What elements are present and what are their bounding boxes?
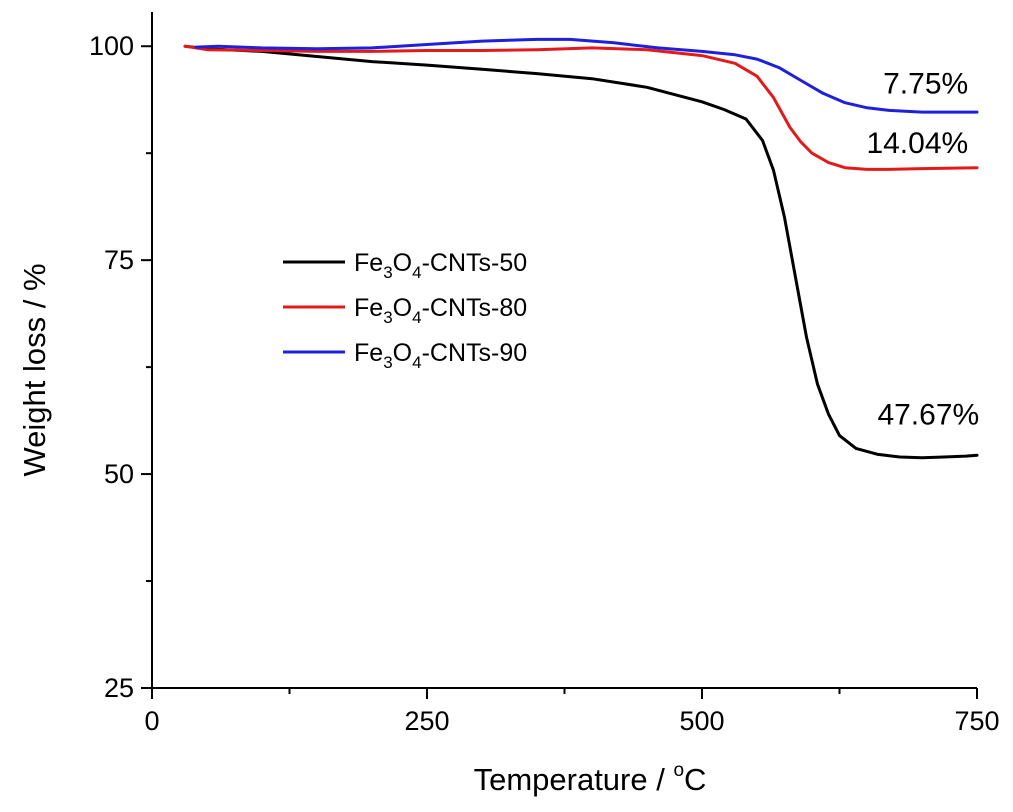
x-axis-title-degree: o (673, 760, 684, 781)
x-axis-title: Temperature / oC (474, 760, 707, 797)
axes: 0 250 500 750 25 50 75 100 (89, 12, 1000, 736)
x-axis-title-main: Temperature / (474, 762, 674, 797)
y-tick-label: 50 (104, 459, 134, 489)
y-tick-label: 100 (89, 31, 134, 61)
plot-series (183, 37, 979, 460)
series-line-1 (183, 44, 979, 460)
x-tick-label: 500 (679, 706, 724, 736)
annotations: 7.75% 14.04% 47.67% (866, 67, 979, 431)
legend-label-1: Fe3O4-CNTs-50 (354, 249, 527, 282)
x-tick-label: 250 (404, 706, 449, 736)
series-line-2 (183, 44, 979, 171)
legend: Fe3O4-CNTs-50 Fe3O4-CNTs-80 Fe3O4-CNTs-90 (283, 249, 527, 372)
legend-label-3: Fe3O4-CNTs-90 (354, 339, 527, 372)
y-axis-title: Weight loss / % (17, 263, 52, 476)
legend-label-2: Fe3O4-CNTs-80 (354, 294, 527, 327)
x-tick-label: 750 (954, 706, 999, 736)
annotation-label-1: 7.75% (883, 67, 968, 100)
x-tick-label: 0 (144, 706, 159, 736)
annotation-label-2: 14.04% (866, 127, 968, 160)
y-tick-label: 25 (104, 673, 134, 703)
series-line-3 (194, 37, 979, 114)
annotation-label-3: 47.67% (877, 398, 979, 431)
y-tick-label: 75 (104, 245, 134, 275)
x-axis-title-unit: C (684, 762, 706, 797)
